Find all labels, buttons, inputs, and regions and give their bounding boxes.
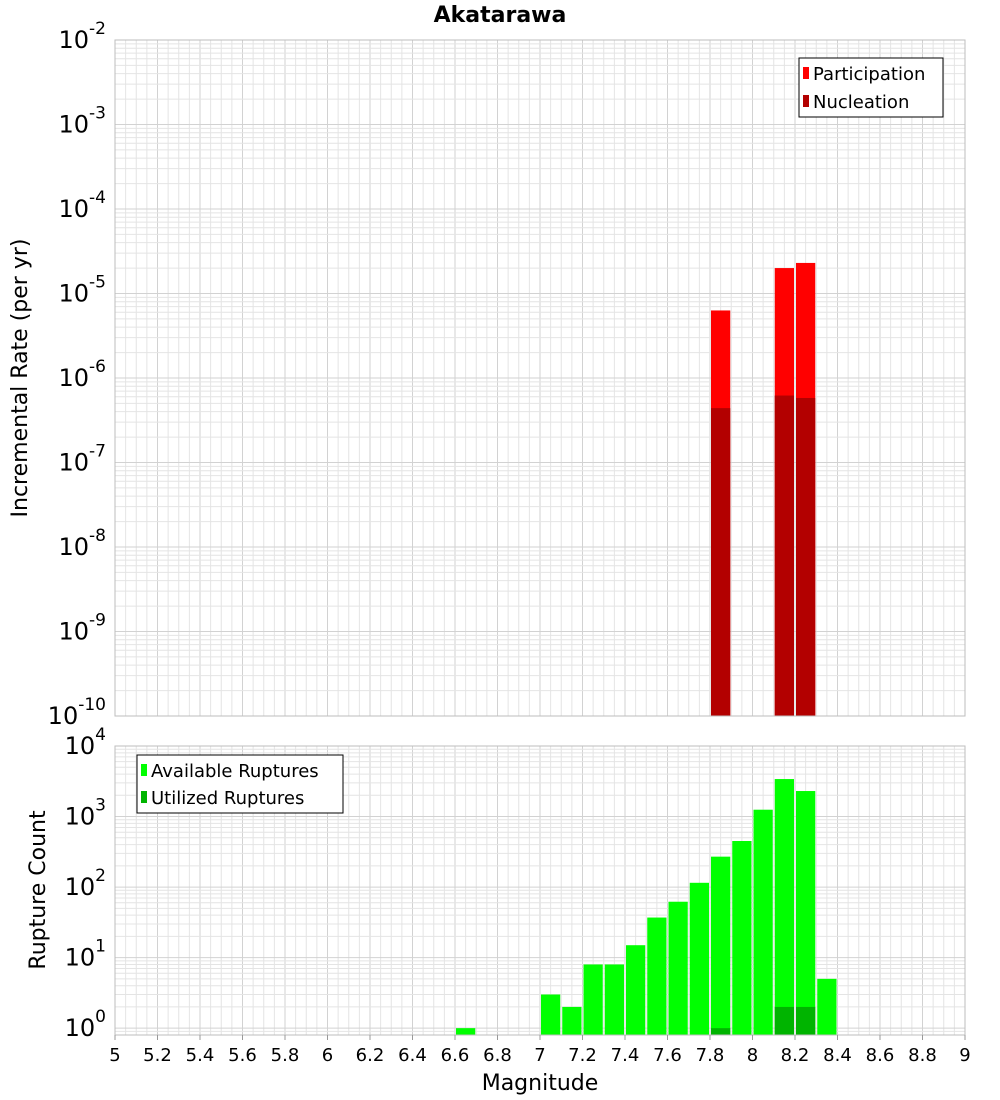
legend-label-participation: Participation bbox=[813, 64, 925, 85]
nucleation-bar bbox=[796, 397, 816, 716]
count-panel-bars bbox=[456, 779, 837, 1035]
legend-swatch-participation bbox=[803, 67, 809, 79]
available-ruptures-bar bbox=[668, 901, 688, 1035]
available-ruptures-bar bbox=[626, 945, 646, 1035]
nucleation-bar bbox=[774, 395, 794, 716]
rate-panel-y-axis-title: Incremental Rate (per yr) bbox=[8, 239, 33, 518]
legend-label-nucleation: Nucleation bbox=[813, 92, 909, 113]
x-tick-label: 6 bbox=[322, 1045, 333, 1066]
count-panel-grid bbox=[114, 745, 966, 1036]
available-ruptures-bar bbox=[456, 1028, 476, 1035]
utilized-ruptures-bar bbox=[711, 1028, 731, 1035]
available-ruptures-bar bbox=[562, 1006, 582, 1035]
rate-panel-y-tick-label: 10-10 bbox=[48, 695, 106, 730]
x-tick-label: 7.2 bbox=[568, 1045, 597, 1066]
x-tick-label: 6.6 bbox=[441, 1045, 470, 1066]
x-tick-label: 7.6 bbox=[653, 1045, 682, 1066]
rate-panel-y-tick-label: 10-8 bbox=[59, 526, 107, 561]
count-panel-y-tick-label: 101 bbox=[65, 937, 106, 972]
x-tick-label: 8.8 bbox=[908, 1045, 937, 1066]
x-tick-label: 5.8 bbox=[271, 1045, 300, 1066]
available-ruptures-bar bbox=[604, 964, 624, 1035]
available-ruptures-bar bbox=[732, 841, 752, 1035]
x-tick-label: 7.4 bbox=[611, 1045, 640, 1066]
utilized-ruptures-bar bbox=[774, 1006, 794, 1035]
legend-swatch-utilized bbox=[141, 791, 147, 803]
x-tick-label: 8 bbox=[747, 1045, 758, 1066]
x-tick-label: 5.2 bbox=[143, 1045, 172, 1066]
rate-panel-y-tick-label: 10-3 bbox=[59, 104, 107, 139]
rate-panel-y-tick-label: 10-6 bbox=[59, 357, 107, 392]
rate-panel-y-tick-label: 10-7 bbox=[59, 442, 107, 477]
available-ruptures-bar bbox=[774, 779, 794, 1035]
available-ruptures-bar bbox=[711, 856, 731, 1035]
count-panel: 100 101 102 103 104 5 5.2 5.4 5.6 5.8 6 6.2 6.4 6.6 6… bbox=[26, 725, 971, 1096]
legend-swatch-nucleation bbox=[803, 95, 809, 107]
legend-label-available: Available Ruptures bbox=[151, 761, 319, 782]
rate-panel: 10-10 10-9 10-8 10-7 10-6 10-5 10-4 10-3 10-2 In… bbox=[8, 19, 966, 730]
legend-label-utilized: Utilized Ruptures bbox=[151, 788, 304, 809]
chart-title: Akatarawa bbox=[434, 3, 567, 28]
x-tick-label: 5.4 bbox=[186, 1045, 215, 1066]
available-ruptures-bar bbox=[647, 917, 667, 1035]
x-tick-label: 6.8 bbox=[483, 1045, 512, 1066]
available-ruptures-bar bbox=[796, 791, 816, 1035]
count-panel-y-tick-label: 104 bbox=[65, 725, 106, 760]
legend-swatch-available bbox=[141, 764, 147, 776]
rate-panel-y-tick-label: 10-9 bbox=[59, 611, 107, 646]
rate-panel-legend-box bbox=[798, 57, 944, 118]
count-panel-legend: Available Ruptures Utilized Ruptures bbox=[136, 754, 344, 814]
x-tick-label: 6.2 bbox=[356, 1045, 385, 1066]
x-tick-label: 5.6 bbox=[228, 1045, 257, 1066]
x-tick-label: 7 bbox=[534, 1045, 545, 1066]
count-panel-y-tick-label: 100 bbox=[65, 1007, 106, 1042]
available-ruptures-bar bbox=[753, 809, 773, 1035]
x-tick-label: 8.6 bbox=[866, 1045, 895, 1066]
rate-panel-frame bbox=[114, 39, 966, 717]
rate-panel-y-tick-label: 10-2 bbox=[59, 19, 107, 54]
available-ruptures-bar bbox=[583, 964, 603, 1035]
count-panel-x-ticks: 5 5.2 5.4 5.6 5.8 6 6.2 6.4 6.6 6.8 7 7.2 7.4 7.6 7.8 8… bbox=[109, 1035, 971, 1066]
count-panel-y-axis-title: Rupture Count bbox=[26, 810, 51, 970]
x-tick-label: 7.8 bbox=[696, 1045, 725, 1066]
rate-panel-y-tick-label: 10-5 bbox=[59, 273, 107, 308]
x-axis-title: Magnitude bbox=[482, 1071, 599, 1096]
count-panel-y-tick-label: 102 bbox=[65, 866, 106, 901]
available-ruptures-bar bbox=[689, 882, 709, 1035]
count-panel-y-tick-label: 103 bbox=[65, 796, 106, 831]
x-tick-label: 6.4 bbox=[398, 1045, 427, 1066]
rate-panel-y-tick-label: 10-4 bbox=[59, 188, 107, 223]
available-ruptures-bar bbox=[541, 994, 561, 1035]
x-tick-label: 5 bbox=[109, 1045, 120, 1066]
count-panel-y-ticks: 100 101 102 103 104 bbox=[65, 725, 106, 1042]
utilized-ruptures-bar bbox=[796, 1006, 816, 1035]
rate-panel-y-ticks: 10-10 10-9 10-8 10-7 10-6 10-5 10-4 10-3 10-2 bbox=[48, 19, 106, 730]
rate-panel-grid bbox=[114, 39, 966, 717]
rate-panel-legend: Participation Nucleation bbox=[798, 57, 944, 118]
x-tick-label: 8.4 bbox=[823, 1045, 852, 1066]
nucleation-bar bbox=[711, 408, 731, 716]
count-panel-legend-box bbox=[136, 754, 344, 814]
x-tick-label: 8.2 bbox=[781, 1045, 810, 1066]
rate-panel-bars bbox=[711, 262, 816, 716]
x-tick-label: 9 bbox=[959, 1045, 970, 1066]
available-ruptures-bar bbox=[817, 978, 837, 1035]
